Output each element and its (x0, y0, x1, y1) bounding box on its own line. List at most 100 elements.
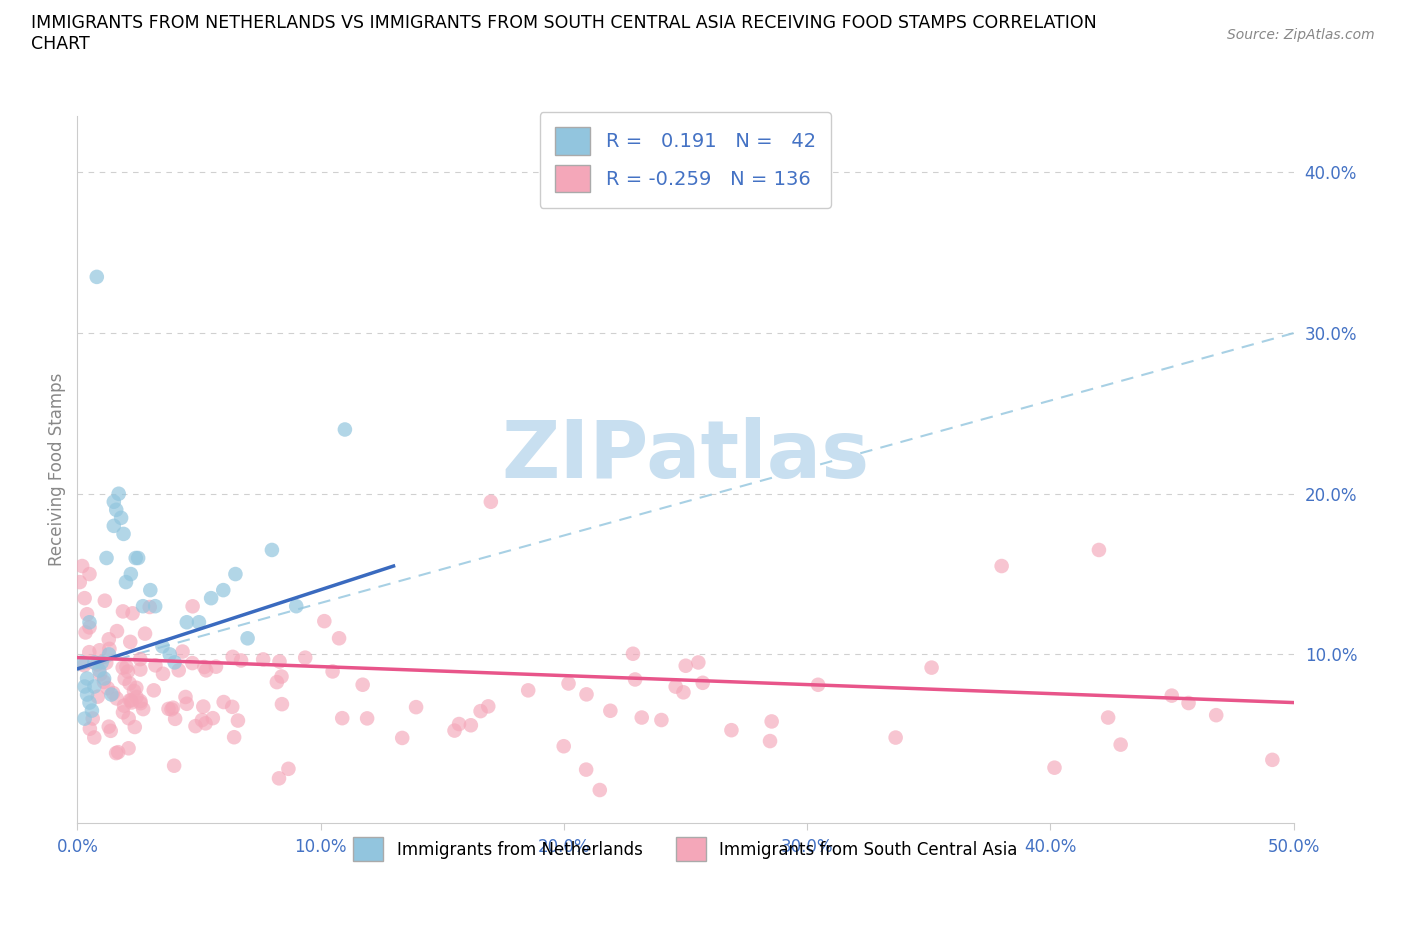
Point (103, 518, 125, 533)
Point (163, 655, 186, 670)
Point (884, 730, 907, 745)
Point (125, 689, 148, 704)
Point (87, 689, 110, 704)
Point (181, 656, 204, 671)
Point (79, 722, 101, 737)
Point (79, 695, 101, 710)
Point (129, 694, 152, 709)
Point (83, 679, 105, 694)
Point (125, 551, 148, 565)
Point (73, 711, 96, 726)
Point (688, 655, 710, 670)
Point (267, 771, 290, 786)
Point (79, 620, 101, 635)
Point (69, 575, 91, 590)
Point (132, 701, 155, 716)
Point (70, 559, 93, 574)
Point (553, 738, 575, 753)
Point (132, 599, 155, 614)
Point (460, 718, 482, 733)
Point (117, 741, 139, 756)
Point (101, 685, 124, 700)
Point (105, 746, 128, 761)
Point (322, 664, 344, 679)
Point (330, 711, 353, 725)
Point (650, 712, 672, 727)
Point (96, 551, 118, 565)
Point (236, 631, 259, 645)
Point (621, 646, 644, 661)
Point (105, 502, 128, 517)
Point (134, 626, 156, 641)
Point (142, 683, 165, 698)
Point (575, 687, 598, 702)
Point (405, 699, 427, 714)
Point (89, 643, 111, 658)
Point (79, 644, 101, 659)
Point (181, 599, 204, 614)
Point (76, 687, 98, 702)
Point (266, 674, 288, 689)
Point (70, 655, 93, 670)
Point (205, 659, 228, 674)
Point (479, 495, 502, 510)
Point (328, 631, 350, 645)
Point (115, 575, 138, 590)
Point (759, 734, 782, 749)
Point (229, 653, 252, 668)
Point (115, 659, 138, 674)
Point (221, 699, 243, 714)
Point (333, 422, 356, 437)
Point (193, 699, 215, 714)
Legend: Immigrants from Netherlands, Immigrants from South Central Asia: Immigrants from Netherlands, Immigrants … (347, 830, 1024, 868)
Point (226, 713, 249, 728)
Point (159, 647, 181, 662)
Point (73, 658, 96, 672)
Point (269, 654, 291, 669)
Point (212, 583, 235, 598)
Point (277, 762, 299, 777)
Point (117, 664, 139, 679)
Point (121, 605, 143, 620)
Point (163, 758, 186, 773)
Point (97, 647, 120, 662)
Point (111, 660, 134, 675)
Point (167, 663, 190, 678)
Point (82, 711, 104, 726)
Point (105, 624, 128, 639)
Point (193, 659, 215, 674)
Point (1109, 737, 1132, 752)
Point (110, 511, 132, 525)
Point (112, 526, 135, 541)
Point (118, 711, 141, 725)
Point (157, 701, 180, 716)
Point (294, 650, 316, 665)
Point (145, 658, 167, 672)
Point (1160, 688, 1182, 703)
Point (807, 677, 830, 692)
Point (172, 644, 194, 659)
Point (921, 660, 943, 675)
Point (195, 663, 218, 678)
Point (443, 724, 465, 738)
Point (630, 711, 652, 725)
Point (105, 691, 128, 706)
Text: IMMIGRANTS FROM NETHERLANDS VS IMMIGRANTS FROM SOUTH CENTRAL ASIA RECEIVING FOOD: IMMIGRANTS FROM NETHERLANDS VS IMMIGRANT… (31, 14, 1097, 32)
Point (191, 712, 214, 727)
Point (94, 593, 117, 608)
Point (76, 606, 98, 621)
Point (120, 693, 142, 708)
Point (271, 697, 294, 711)
Point (557, 676, 579, 691)
Point (86, 270, 108, 285)
Point (73, 679, 96, 694)
Point (665, 679, 688, 694)
Point (90, 655, 112, 670)
Point (118, 676, 141, 691)
Point (139, 583, 162, 598)
Point (761, 714, 783, 729)
Point (103, 495, 125, 510)
Point (93, 671, 115, 686)
Point (114, 671, 136, 686)
Point (127, 551, 149, 565)
